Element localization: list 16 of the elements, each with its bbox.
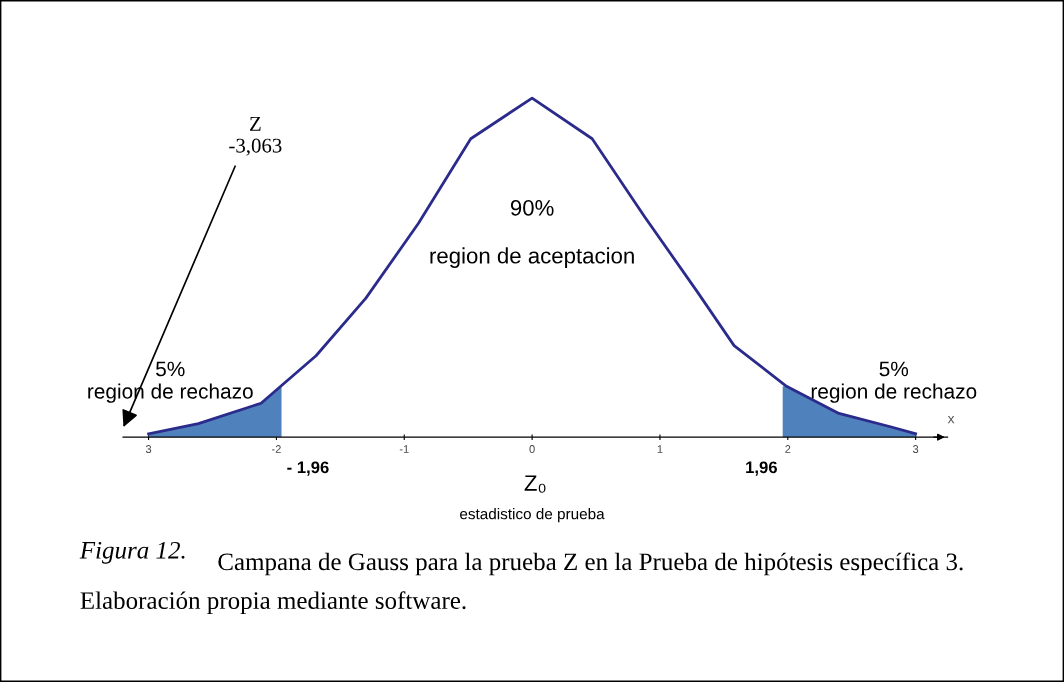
text: estadistico de prueba <box>460 508 605 523</box>
x-tick-label: -2 <box>271 445 281 453</box>
text: - 1,96 <box>287 461 329 476</box>
x-tick-label: 0 <box>529 445 535 453</box>
text: x <box>947 415 955 424</box>
x-tick-label: 1 <box>657 445 663 453</box>
text: 1,96 <box>746 461 777 476</box>
text: Figura 12. <box>79 541 185 564</box>
x-tick-label: 2 <box>785 445 791 453</box>
x-tick-label: 3 <box>912 445 919 453</box>
x-tick-label: -1 <box>399 445 409 453</box>
annotation: 5% region de rechazo <box>811 361 977 403</box>
x-tick-label: 3 <box>145 445 152 453</box>
x-axis-title: Z₀ <box>524 475 546 493</box>
text: 90% region de aceptacion <box>430 199 634 268</box>
annotation: Z -3,063 <box>229 117 282 156</box>
